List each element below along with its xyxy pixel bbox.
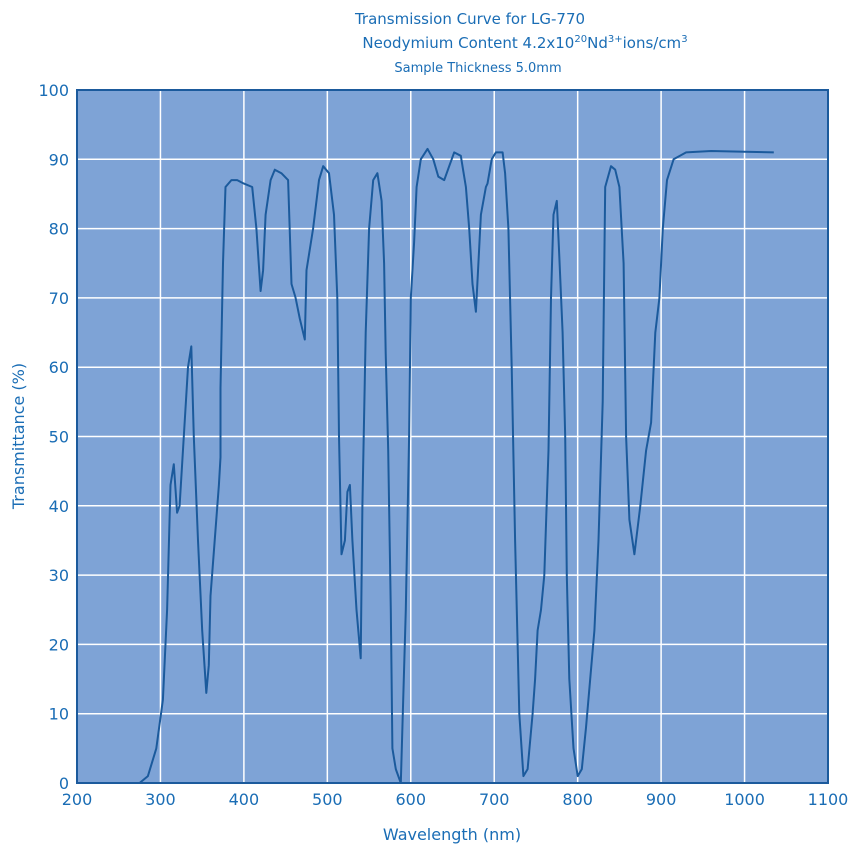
superscript: 20	[574, 34, 587, 45]
x-tick-label: 900	[646, 790, 677, 809]
chart-title: Transmission Curve for LG-770	[354, 10, 585, 28]
superscript: 3+	[608, 34, 623, 45]
subtitle-part: Nd	[587, 34, 608, 52]
plot-border	[76, 89, 829, 784]
x-tick-label: 500	[312, 790, 343, 809]
y-tick-label: 50	[49, 428, 69, 447]
chart-subtitle: Neodymium Content 4.2x1020Nd3+ions/cm3	[362, 34, 687, 52]
y-tick-label: 10	[49, 705, 69, 724]
subtitle-part: ions/cm	[623, 34, 682, 52]
chart-note: Sample Thickness 5.0mm	[394, 61, 561, 76]
y-tick-label: 100	[38, 81, 69, 100]
line	[138, 147, 774, 784]
y-tick-label: 80	[49, 220, 69, 239]
y-axis-label: Transmittance (%)	[9, 363, 28, 510]
x-tick-label: 600	[396, 790, 427, 809]
x-tick-label: 1100	[808, 790, 849, 809]
y-tick-label: 30	[49, 566, 69, 585]
y-tick-label: 40	[49, 497, 69, 516]
y-tick-label: 20	[49, 635, 69, 654]
y-tick-label: 0	[59, 774, 69, 793]
y-tick-label: 70	[49, 289, 69, 308]
y-tick-label: 60	[49, 358, 69, 377]
y-tick-label: 90	[49, 150, 69, 169]
subtitle-part: Neodymium Content 4.2x10	[362, 34, 574, 52]
x-tick-label: 1000	[724, 790, 765, 809]
x-tick-label: 700	[479, 790, 510, 809]
x-tick-label: 300	[145, 790, 176, 809]
x-axis-label: Wavelength (nm)	[383, 825, 521, 844]
x-tick-label: 800	[562, 790, 593, 809]
x-tick-label: 200	[62, 790, 93, 809]
x-tick-label: 400	[229, 790, 260, 809]
superscript: 3	[681, 34, 687, 45]
